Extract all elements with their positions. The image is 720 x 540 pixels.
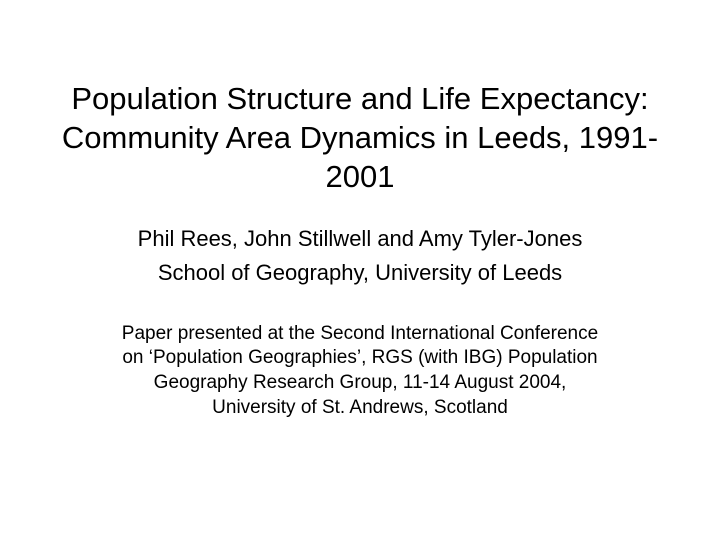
slide-title: Population Structure and Life Expectancy… [50, 80, 670, 196]
affiliation-line: School of Geography, University of Leeds [50, 258, 670, 288]
title-slide: Population Structure and Life Expectancy… [0, 0, 720, 540]
authors-line: Phil Rees, John Stillwell and Amy Tyler-… [50, 224, 670, 254]
conference-info: Paper presented at the Second Internatio… [120, 322, 600, 421]
